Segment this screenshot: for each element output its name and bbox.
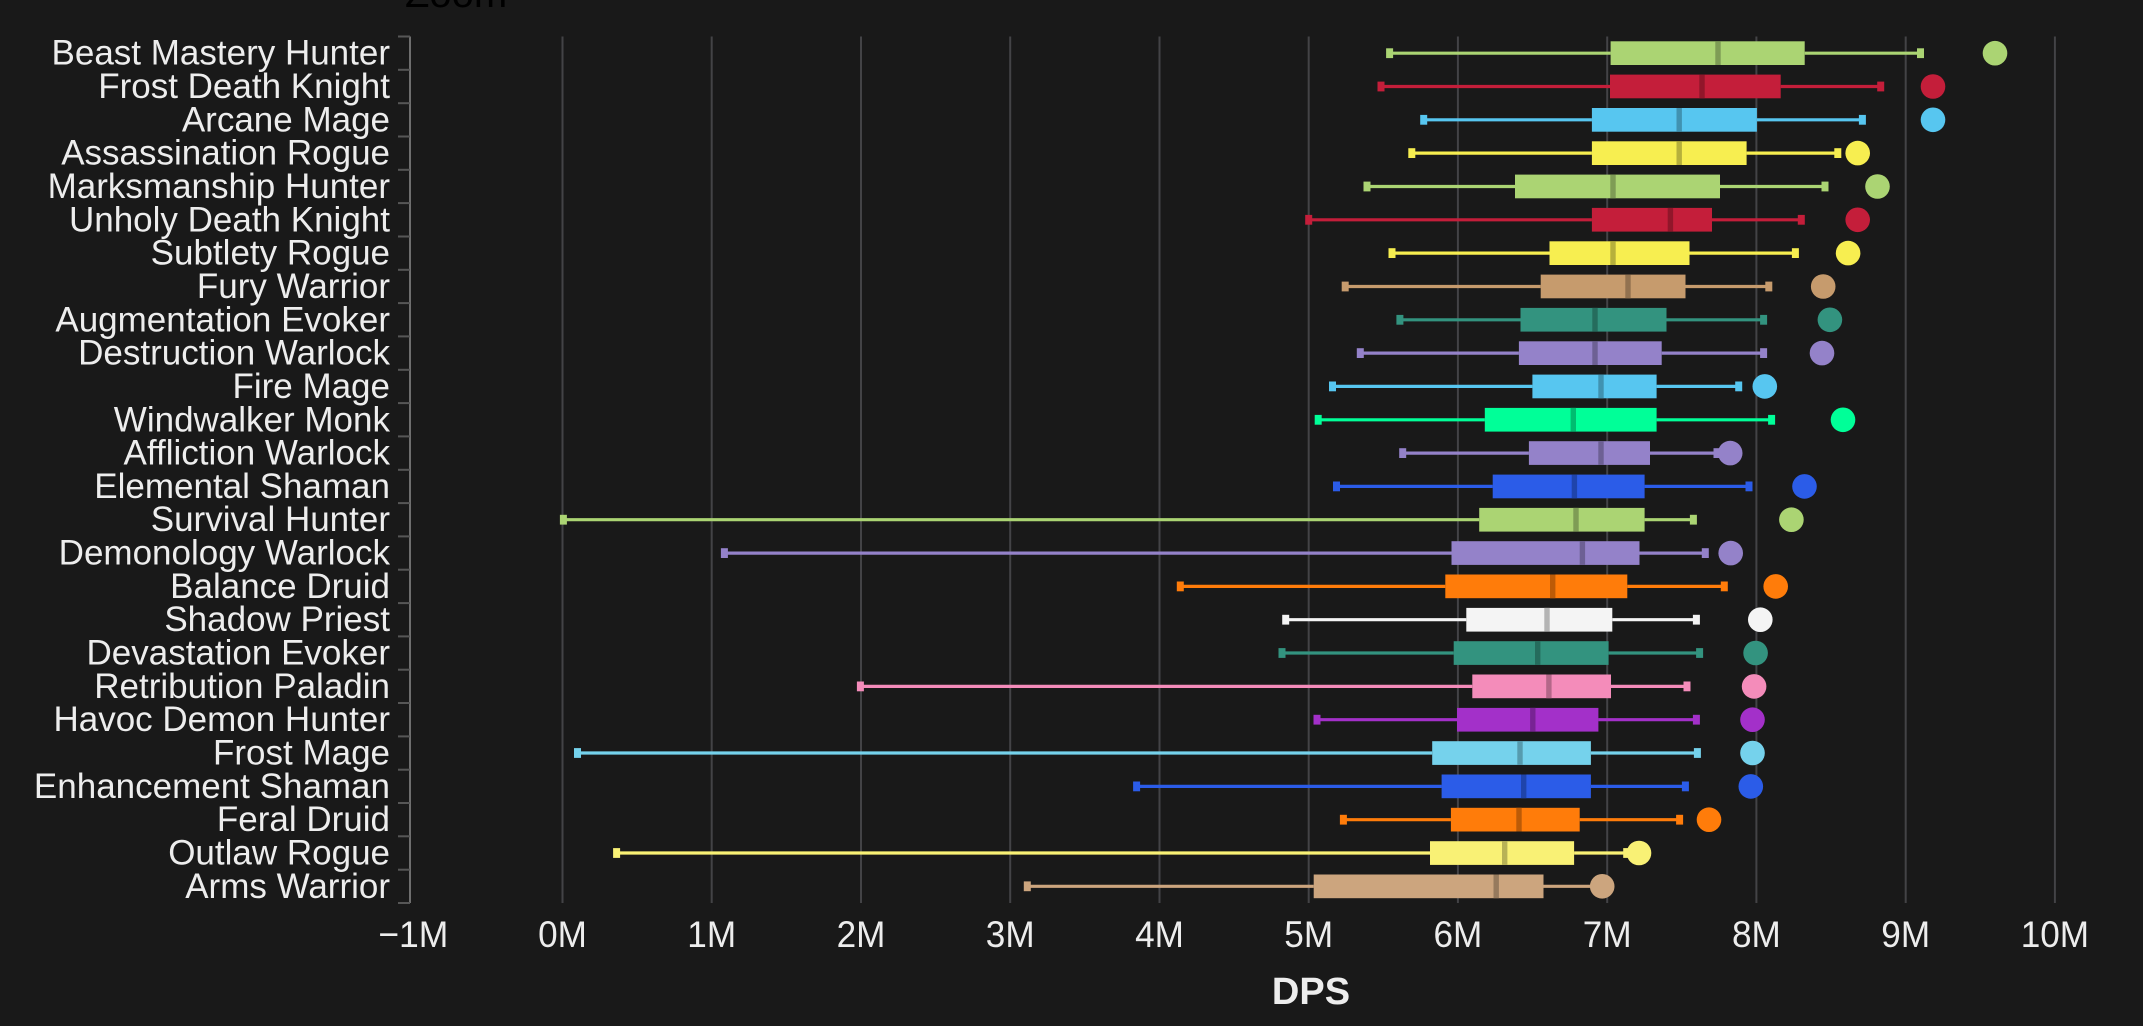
svg-text:0M: 0M <box>538 914 587 955</box>
svg-text:Retribution Paladin: Retribution Paladin <box>94 667 390 706</box>
svg-text:7M: 7M <box>1583 914 1632 955</box>
svg-text:Survival Hunter: Survival Hunter <box>151 500 391 539</box>
svg-text:Elemental Shaman: Elemental Shaman <box>94 467 390 506</box>
svg-text:Demonology Warlock: Demonology Warlock <box>59 534 391 573</box>
svg-text:DPS: DPS <box>1272 971 1350 1013</box>
svg-text:Affliction Warlock: Affliction Warlock <box>124 434 391 473</box>
svg-text:Windwalker Monk: Windwalker Monk <box>114 400 391 439</box>
svg-text:Marksmanship Hunter: Marksmanship Hunter <box>48 167 391 206</box>
svg-text:Havoc Demon Hunter: Havoc Demon Hunter <box>53 700 390 739</box>
svg-text:1M: 1M <box>687 914 736 955</box>
svg-text:Unholy Death Knight: Unholy Death Knight <box>69 200 390 239</box>
svg-text:8M: 8M <box>1732 914 1781 955</box>
svg-text:Shadow Priest: Shadow Priest <box>164 600 390 639</box>
svg-text:Zoom: Zoom <box>405 0 507 16</box>
svg-text:Balance Druid: Balance Druid <box>170 567 390 606</box>
svg-text:Frost Death Knight: Frost Death Knight <box>98 67 390 106</box>
svg-text:Beast Mastery Hunter: Beast Mastery Hunter <box>52 34 391 73</box>
svg-text:Arms Warrior: Arms Warrior <box>185 867 390 906</box>
svg-text:5M: 5M <box>1284 914 1333 955</box>
svg-text:Destruction Warlock: Destruction Warlock <box>78 334 390 373</box>
svg-text:4M: 4M <box>1135 914 1184 955</box>
svg-text:Augmentation Evoker: Augmentation Evoker <box>55 300 390 339</box>
svg-text:Arcane Mage: Arcane Mage <box>182 100 390 139</box>
svg-text:Fire Mage: Fire Mage <box>232 367 390 406</box>
svg-text:Feral Druid: Feral Druid <box>217 800 390 839</box>
svg-text:10M: 10M <box>2021 914 2089 955</box>
svg-text:Fury Warrior: Fury Warrior <box>197 267 390 306</box>
svg-text:Subtlety Rogue: Subtlety Rogue <box>151 234 390 273</box>
svg-text:3M: 3M <box>986 914 1035 955</box>
svg-text:Enhancement Shaman: Enhancement Shaman <box>34 767 390 806</box>
svg-text:Frost Mage: Frost Mage <box>213 734 390 773</box>
svg-text:6M: 6M <box>1434 914 1483 955</box>
svg-text:−1M: −1M <box>378 914 448 955</box>
svg-text:2M: 2M <box>837 914 886 955</box>
svg-text:Assassination Rogue: Assassination Rogue <box>61 134 390 173</box>
svg-text:9M: 9M <box>1881 914 1930 955</box>
svg-text:Outlaw Rogue: Outlaw Rogue <box>168 834 390 873</box>
svg-text:Devastation Evoker: Devastation Evoker <box>87 634 391 673</box>
